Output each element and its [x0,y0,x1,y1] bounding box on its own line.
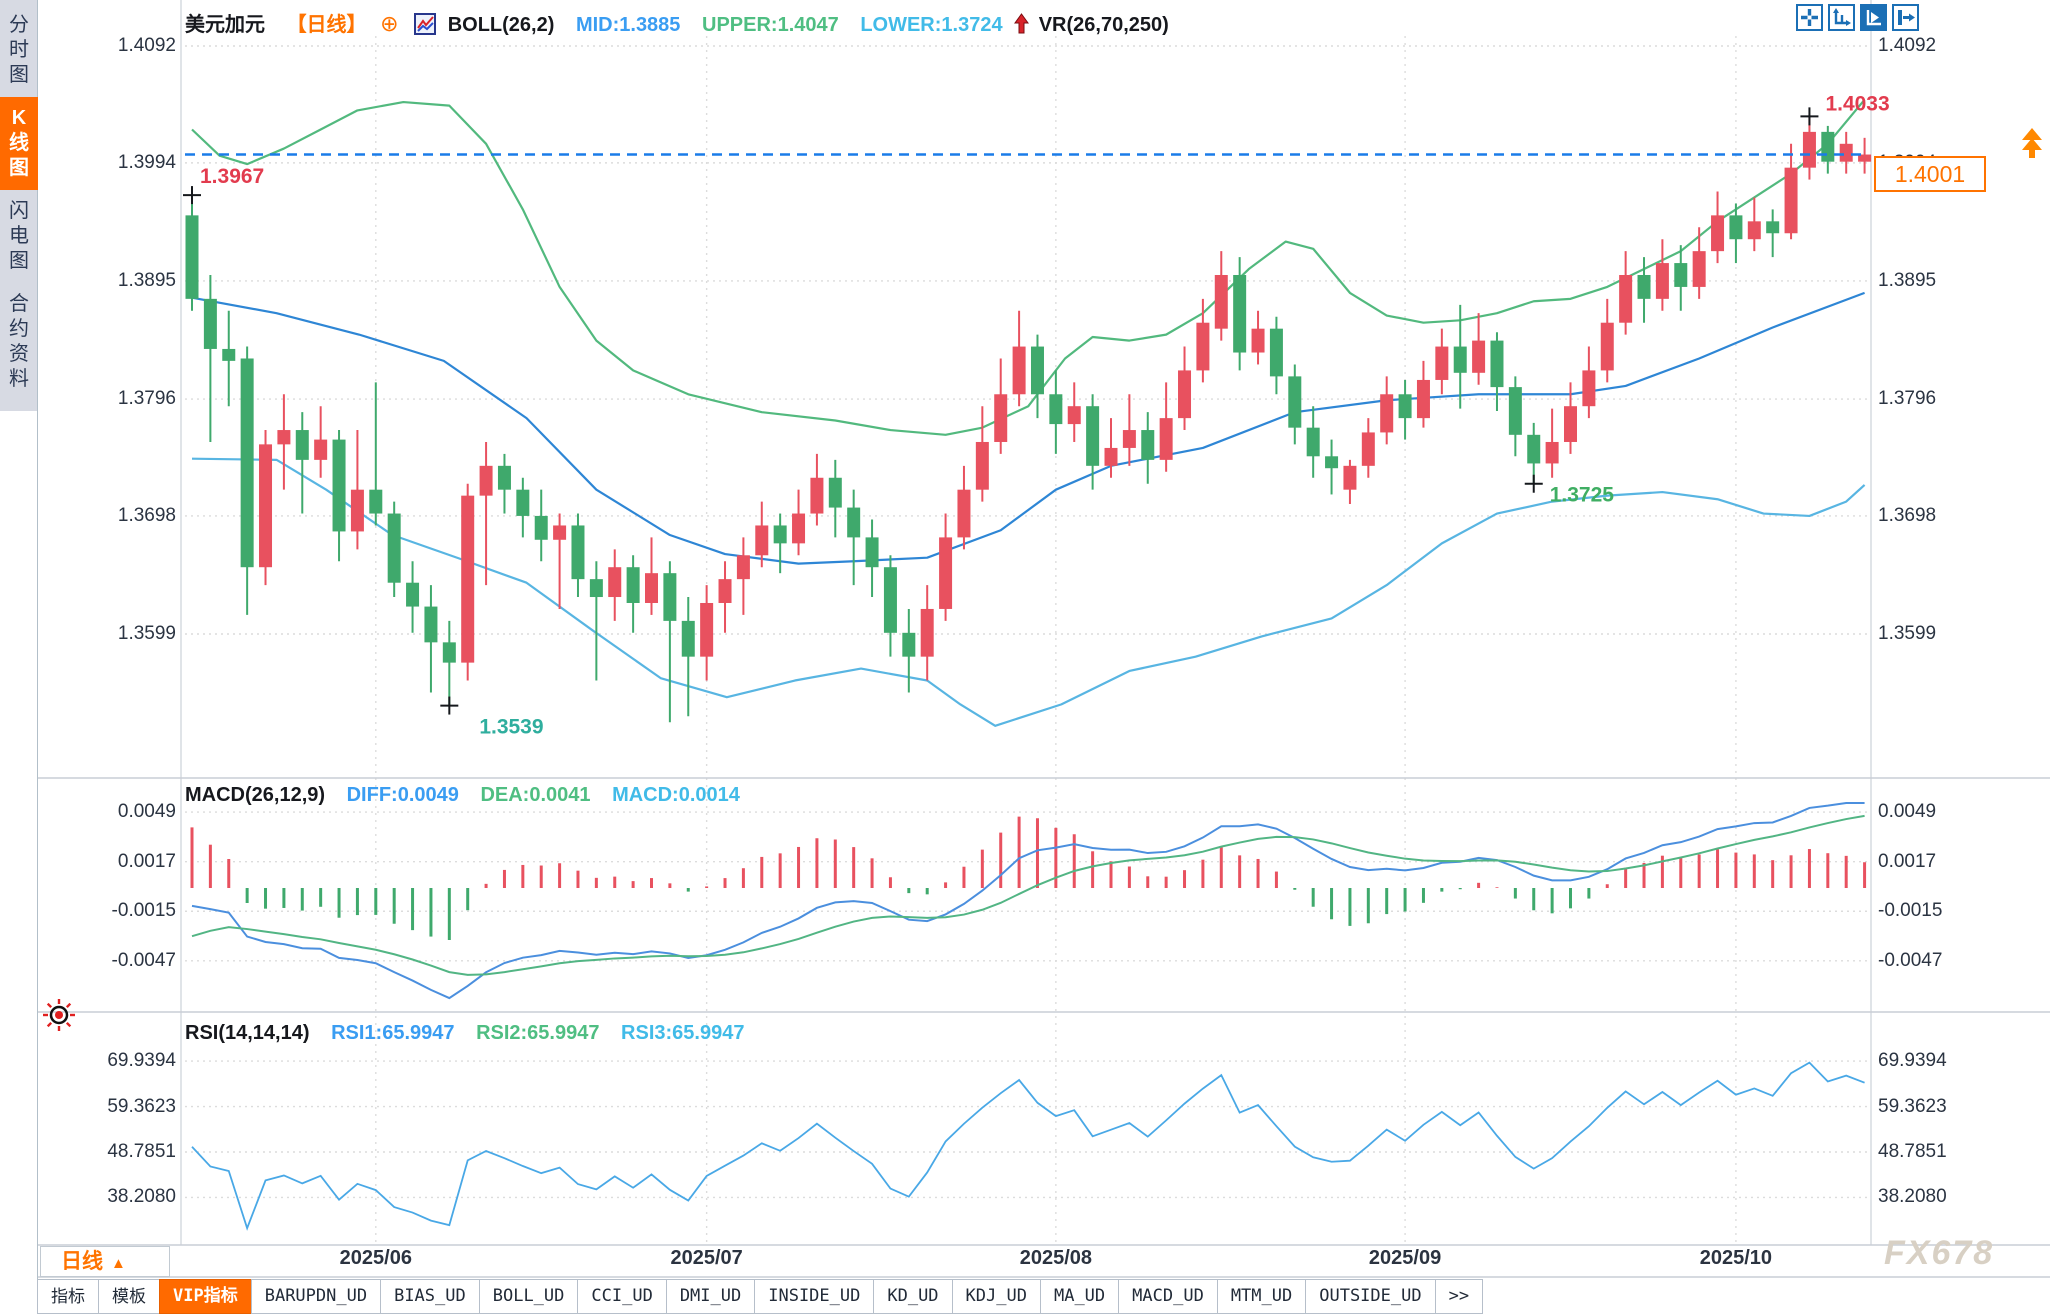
period-selector[interactable]: 日线 ▲ [40,1246,170,1277]
rsi2-value: RSI2:65.9947 [476,1022,600,1044]
rsi-axis-label: 59.3623 [107,1095,176,1117]
playback-tool-icon[interactable] [1860,4,1887,31]
boll-upper-value: UPPER:1.4047 [702,14,839,36]
vr-indicator-label: VR(26,70,250) [1038,14,1169,36]
tab-模板[interactable]: 模板 [98,1279,160,1314]
price-axis-label: 1.3599 [117,623,176,644]
symbol-title: 美元加元 [185,14,265,36]
macd-axis-label: -0.0015 [111,900,176,922]
rsi-axis-label: 59.3623 [1878,1095,1947,1117]
macd-axis-label: 0.0017 [117,850,176,872]
crosshair-tool-icon[interactable] [1796,4,1823,31]
tab->>[interactable]: >> [1434,1279,1484,1314]
boll-mid-value: MID:1.3885 [575,14,681,36]
price-axis-label: 1.3599 [1878,623,1937,644]
date-axis-label: 2025/08 [1019,1247,1093,1269]
tab-MTM_UD[interactable]: MTM_UD [1216,1279,1307,1314]
date-axis-label: 2025/09 [1368,1247,1442,1269]
macd-axis-label: 0.0049 [117,801,176,823]
macd-macd-value: MACD:0.0014 [612,784,740,806]
date-axis-label: 2025/06 [339,1247,412,1269]
boll-indicator-label: BOLL(26,2) [447,14,555,36]
price-annotation: 1.3725 [1550,484,1615,507]
macd-indicator-label: MACD(26,12,9) [185,784,326,806]
chart-toolbar [1796,4,1919,31]
tab-BOLL_UD[interactable]: BOLL_UD [478,1279,579,1314]
sidebar-item-闪电图[interactable]: 闪电图 [9,200,29,272]
price-axis-label: 1.3796 [1878,388,1937,410]
macd-axis-label: -0.0047 [111,949,176,971]
price-axis-label: 1.3895 [1878,269,1937,291]
date-axis-label: 2025/07 [670,1247,743,1269]
tab-KD_UD[interactable]: KD_UD [873,1279,953,1314]
add-indicator-icon[interactable]: ⊕ [380,11,399,36]
period-tag: 【日线】 [286,14,367,36]
rsi3-value: RSI3:65.9947 [621,1022,745,1044]
price-axis-label: 1.4092 [117,35,176,56]
macd-axis-label: -0.0015 [1878,900,1943,922]
last-price-tag: 1.4001 [1874,156,1986,192]
rsi-pane-header: RSI(14,14,14) RSI1:65.9947 RSI2:65.9947 … [185,1022,760,1045]
tab-MACD_UD[interactable]: MACD_UD [1118,1279,1218,1314]
period-label: 日线 [61,1250,103,1273]
macd-axis-label: 0.0017 [1878,850,1937,872]
vr-arrow-icon [1014,13,1030,36]
macd-pane-header: MACD(26,12,9) DIFF:0.0049 DEA:0.0041 MAC… [185,784,756,807]
boll-lower-value: LOWER:1.3724 [860,14,1003,36]
rsi-axis-label: 38.2080 [1878,1186,1947,1208]
tab-MA_UD[interactable]: MA_UD [1039,1279,1120,1314]
tab-BARUPDN_UD[interactable]: BARUPDN_UD [250,1279,382,1314]
rsi-axis-label: 38.2080 [107,1186,176,1208]
price-axis-label: 1.4092 [1878,35,1937,56]
macd-dea-value: DEA:0.0041 [480,784,591,806]
tab-指标[interactable]: 指标 [37,1279,99,1314]
rsi-indicator-label: RSI(14,14,14) [185,1022,310,1044]
tab-INSIDE_UD[interactable]: INSIDE_UD [754,1279,875,1314]
macd-diff-value: DIFF:0.0049 [346,784,459,806]
rsi-axis-label: 69.9394 [1878,1050,1947,1072]
tab-OUTSIDE_UD[interactable]: OUTSIDE_UD [1305,1279,1436,1314]
sidebar-item-合约资料[interactable]: 合约资料 [9,293,29,390]
rsi1-value: RSI1:65.9947 [331,1022,455,1044]
exit-panel-tool-icon[interactable] [1892,4,1919,31]
macd-axis-label: 0.0049 [1878,801,1937,823]
indicator-tab-bar: 指标 模板 VIP指标 BARUPDN_UD BIAS_UD BOLL_UD CCI_UD D… [37,1279,1484,1314]
tab-VIP指标[interactable]: VIP指标 [159,1279,252,1314]
price-pane-header: 美元加元 【日线】 ⊕ BOLL(26,2) MID:1.3885 UPPER:… [185,8,1185,37]
hot-indicator-sun-icon [40,996,78,1039]
price-annotation: 1.3539 [479,716,543,739]
price-up-arrow-icon [2020,128,2044,163]
rsi-axis-label: 69.9394 [107,1050,176,1072]
date-axis-label: 2025/10 [1699,1247,1773,1269]
price-annotation: 1.4033 [1825,92,1889,115]
tab-CCI_UD[interactable]: CCI_UD [577,1279,667,1314]
rsi-axis-label: 48.7851 [107,1141,176,1162]
sidebar-item-分时图[interactable]: 分时图 [9,14,29,86]
tab-DMI_UD[interactable]: DMI_UD [665,1279,756,1314]
tab-KDJ_UD[interactable]: KDJ_UD [951,1279,1041,1314]
mini-chart-icon [414,13,437,36]
price-annotation: 1.3967 [200,165,264,188]
period-arrow-icon: ▲ [111,1255,126,1272]
macd-axis-label: -0.0047 [1878,949,1943,971]
axis-scale-tool-icon[interactable] [1828,4,1855,31]
rsi-axis-label: 48.7851 [1878,1141,1947,1162]
price-axis-label: 1.3994 [117,151,176,173]
price-axis-label: 1.3895 [117,269,176,291]
tab-BIAS_UD[interactable]: BIAS_UD [380,1279,480,1314]
price-axis-label: 1.3698 [117,504,176,526]
price-axis-label: 1.3796 [117,388,176,410]
watermark: FX678 [1884,1234,1995,1272]
price-axis-label: 1.3698 [1878,504,1937,526]
